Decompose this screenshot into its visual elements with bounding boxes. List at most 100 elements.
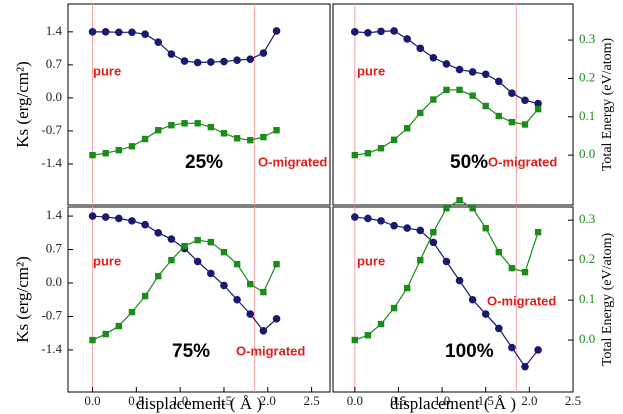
annotation: pure [357,63,385,78]
data-point [495,248,503,256]
data-point [521,362,529,371]
data-point [534,228,542,236]
data-point [115,214,123,223]
data-point [220,281,228,290]
data-point [260,288,267,296]
data-point [180,57,189,65]
x-tick-label: 0.5 [390,393,406,408]
data-point [233,135,241,142]
plot-frame [332,206,574,393]
annotation: O-migrated [258,154,327,169]
data-point [168,122,175,129]
y2-tick-label: 0.0 [579,146,595,161]
data-point [469,92,476,99]
data-point [247,136,254,144]
data-point [260,133,267,141]
data-point [442,60,451,68]
annotation: 100% [445,341,494,362]
data-point [88,212,97,220]
data-point [364,28,372,37]
y-tick-label: -0.7 [41,122,62,137]
data-point [246,55,255,64]
data-point [194,236,201,244]
data-point [377,145,385,152]
data-point [430,228,437,236]
data-point [128,308,136,316]
y2-tick-label: 0.3 [579,31,595,46]
data-point [390,304,398,312]
data-point [508,264,516,272]
data-point [89,336,96,344]
data-point [233,260,241,268]
y2-tick-label: 0.0 [579,331,595,346]
data-point [141,135,149,143]
y2-tick-label: 0.1 [579,291,595,306]
data-point [377,320,385,328]
data-point [534,105,542,113]
data-point [115,322,123,330]
y-tick-label: 0.0 [46,274,62,289]
data-point [495,77,503,86]
data-point [89,151,96,159]
data-point [429,53,438,62]
data-point [482,224,489,232]
data-point [272,27,281,35]
data-point [364,332,372,339]
data-point [155,127,162,134]
data-point [508,343,516,352]
data-point [128,217,136,225]
data-point [115,28,123,37]
data-point [364,150,372,157]
x-tick-label: 0.5 [128,393,144,408]
x-tick-label: 2.5 [303,393,319,408]
data-point [521,121,529,128]
annotation: O-migrated [488,154,557,169]
x-tick-label: 1.5 [216,393,232,408]
x-tick-label: 2.5 [565,393,581,408]
data-point [521,268,529,276]
data-point [167,235,176,243]
data-point [193,58,202,67]
data-point [390,136,398,143]
data-point [403,35,411,43]
data-point [351,336,359,344]
data-point [154,229,163,237]
annotation: O-migrated [236,343,305,358]
annotation: pure [93,63,121,78]
y2-axis-label: Total Energy (eV/atom) [600,233,615,367]
data-point [481,310,490,318]
data-point [155,272,162,280]
x-tick-label: 1.0 [434,393,450,408]
data-point [167,50,176,58]
data-point [403,125,411,132]
data-point [429,238,438,247]
data-point [247,280,254,288]
data-point [154,38,163,47]
y-tick-label: -1.4 [41,341,62,356]
y-tick-label: 0.0 [46,89,62,104]
data-point [456,197,463,204]
plot-frame [332,3,574,206]
data-point [468,295,477,304]
y-axis-label: Ks (erg/cm²) [13,61,32,147]
data-point [443,86,450,94]
data-point [207,58,215,66]
data-point [246,310,255,318]
annotation: 50% [450,152,488,173]
x-tick-label: 2.0 [260,393,276,408]
data-point [416,226,425,235]
data-point [377,217,385,225]
data-point [259,327,268,335]
data-point [455,65,464,74]
x-tick-label: 1.0 [172,393,188,408]
x-axis-label: displacement ( Å ) [136,394,262,413]
data-point [377,27,385,36]
data-point [416,44,425,53]
data-point [141,30,149,38]
data-point [508,118,516,126]
data-point [351,213,359,221]
data-point [272,315,281,323]
plot-frame [67,206,331,393]
data-point [443,204,450,212]
data-point [233,56,241,64]
